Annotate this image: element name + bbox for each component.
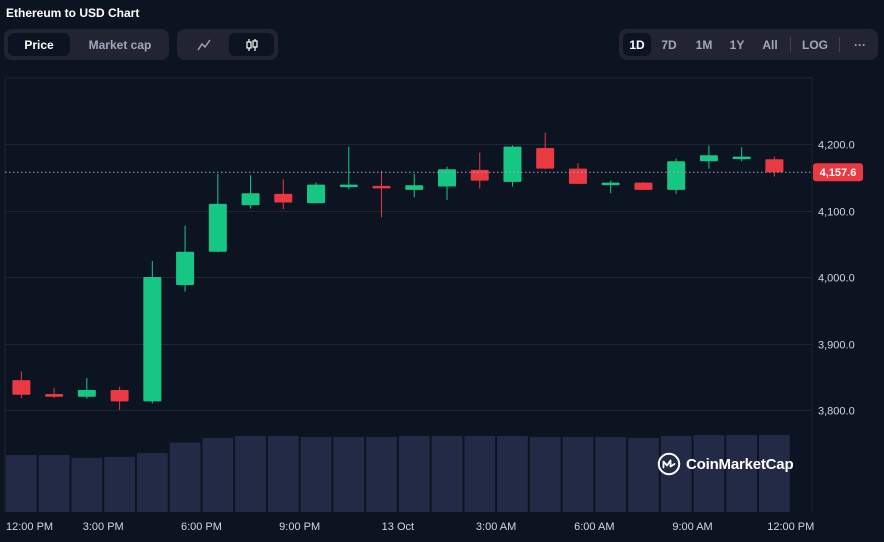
candle-body-up: [732, 156, 751, 160]
volume-bar: [693, 435, 725, 512]
current-price-label: 4,157.6: [820, 167, 857, 179]
view-toggle: Price Market cap: [4, 29, 169, 60]
candle-body-up: [667, 161, 686, 190]
candle-body-down: [568, 168, 587, 184]
range-1d-button[interactable]: 1D: [623, 33, 651, 56]
x-tick-label: 9:00 AM: [672, 521, 712, 533]
volume-bar: [726, 435, 758, 512]
candle-body-down: [372, 185, 391, 189]
volume-bar: [398, 436, 430, 512]
y-axis: 3,800.0 3,900.0 4,000.0 4,100.0 4,200.0: [818, 140, 855, 418]
candle-body-down: [110, 390, 129, 402]
log-scale-button[interactable]: LOG: [802, 37, 828, 52]
range-1m-button[interactable]: 1M: [695, 37, 713, 52]
volume-bar: [628, 437, 659, 512]
volume-bar: [136, 453, 168, 512]
x-tick-label: 12:00 PM: [767, 521, 814, 533]
range-1y-button[interactable]: 1Y: [729, 37, 745, 52]
coinmarketcap-icon: [657, 452, 681, 476]
volume-bar: [366, 436, 397, 512]
candle-body-up: [307, 184, 326, 204]
candlesticks: [12, 132, 784, 410]
chart-title: Ethereum to USD Chart: [6, 6, 140, 20]
x-tick-label: 3:00 AM: [476, 521, 516, 533]
range-divider: [790, 37, 791, 52]
volume-bar: [267, 436, 299, 512]
candle-body-up: [437, 169, 456, 187]
y-tick-label: 4,000.0: [818, 273, 855, 285]
candle-body-up: [143, 277, 162, 402]
y-tick-label: 3,900.0: [818, 340, 855, 352]
volume-bar: [169, 442, 201, 512]
candle-body-up: [77, 390, 96, 397]
x-tick-label: 9:00 PM: [279, 521, 320, 533]
volume-bar: [38, 455, 70, 512]
candle-body-up: [601, 182, 620, 186]
current-price-tag: [813, 163, 863, 182]
candlestick-chart-icon: [245, 38, 258, 51]
x-tick-label: 12:00 PM: [6, 521, 53, 533]
price-tab[interactable]: Price: [8, 33, 70, 56]
candlestick-chart-button[interactable]: [229, 33, 274, 56]
candle-body-up: [208, 203, 227, 252]
candle-body-up: [339, 184, 358, 188]
volume-bar: [104, 456, 135, 512]
volume-bar: [562, 436, 594, 512]
range-all-button[interactable]: All: [762, 37, 778, 52]
volume-bar: [333, 436, 365, 512]
line-chart-icon: [197, 39, 211, 50]
coinmarketcap-wordmark: CoinMarketCap: [686, 455, 794, 473]
candle-body-up: [241, 193, 260, 206]
volume-bar: [235, 436, 266, 512]
y-tick-label: 3,800.0: [818, 406, 855, 418]
chart-type-toggle: [177, 29, 278, 60]
x-tick-label: 6:00 PM: [181, 521, 222, 533]
candle-body-down: [45, 394, 64, 397]
volume-bars: [6, 435, 790, 512]
candle-body-up: [176, 251, 195, 285]
candle-body-up: [405, 185, 424, 190]
x-tick-label: 13 Oct: [382, 521, 414, 533]
grid-lines: [4, 77, 813, 512]
line-chart-button[interactable]: [181, 33, 227, 56]
y-tick-label: 4,200.0: [818, 140, 855, 152]
volume-bar: [71, 457, 103, 512]
more-options-button[interactable]: ···: [854, 37, 866, 52]
volume-bar: [759, 435, 790, 512]
more-divider: [839, 37, 840, 52]
candle-body-up: [699, 155, 718, 162]
y-tick-label: 4,100.0: [818, 207, 855, 219]
current-price-marker: 4,157.6: [5, 163, 863, 182]
volume-bar: [202, 437, 234, 512]
candle-body-down: [634, 182, 653, 190]
range-7d-button[interactable]: 7D: [661, 37, 677, 52]
x-tick-label: 6:00 AM: [574, 521, 614, 533]
range-selector: 1D 7D 1M 1Y All LOG ···: [619, 29, 878, 60]
market-cap-tab[interactable]: Market cap: [88, 37, 152, 52]
volume-bar: [300, 436, 332, 512]
candle-body-down: [765, 159, 784, 173]
x-tick-label: 3:00 PM: [83, 521, 124, 533]
coinmarketcap-logo: CoinMarketCap: [657, 452, 794, 476]
x-axis: 12:00 PM 3:00 PM 6:00 PM 9:00 PM 13 Oct 3:00 …: [6, 521, 814, 533]
volume-bar: [595, 436, 627, 512]
volume-bar: [464, 436, 496, 512]
candle-body-up: [503, 146, 522, 182]
volume-bar: [529, 436, 561, 512]
candle-body-down: [470, 169, 489, 181]
candle-body-down: [536, 147, 555, 169]
candle-body-down: [12, 380, 31, 395]
candle-body-down: [274, 193, 293, 203]
volume-bar: [497, 436, 528, 512]
volume-bar: [431, 436, 463, 512]
volume-bar: [6, 455, 37, 512]
